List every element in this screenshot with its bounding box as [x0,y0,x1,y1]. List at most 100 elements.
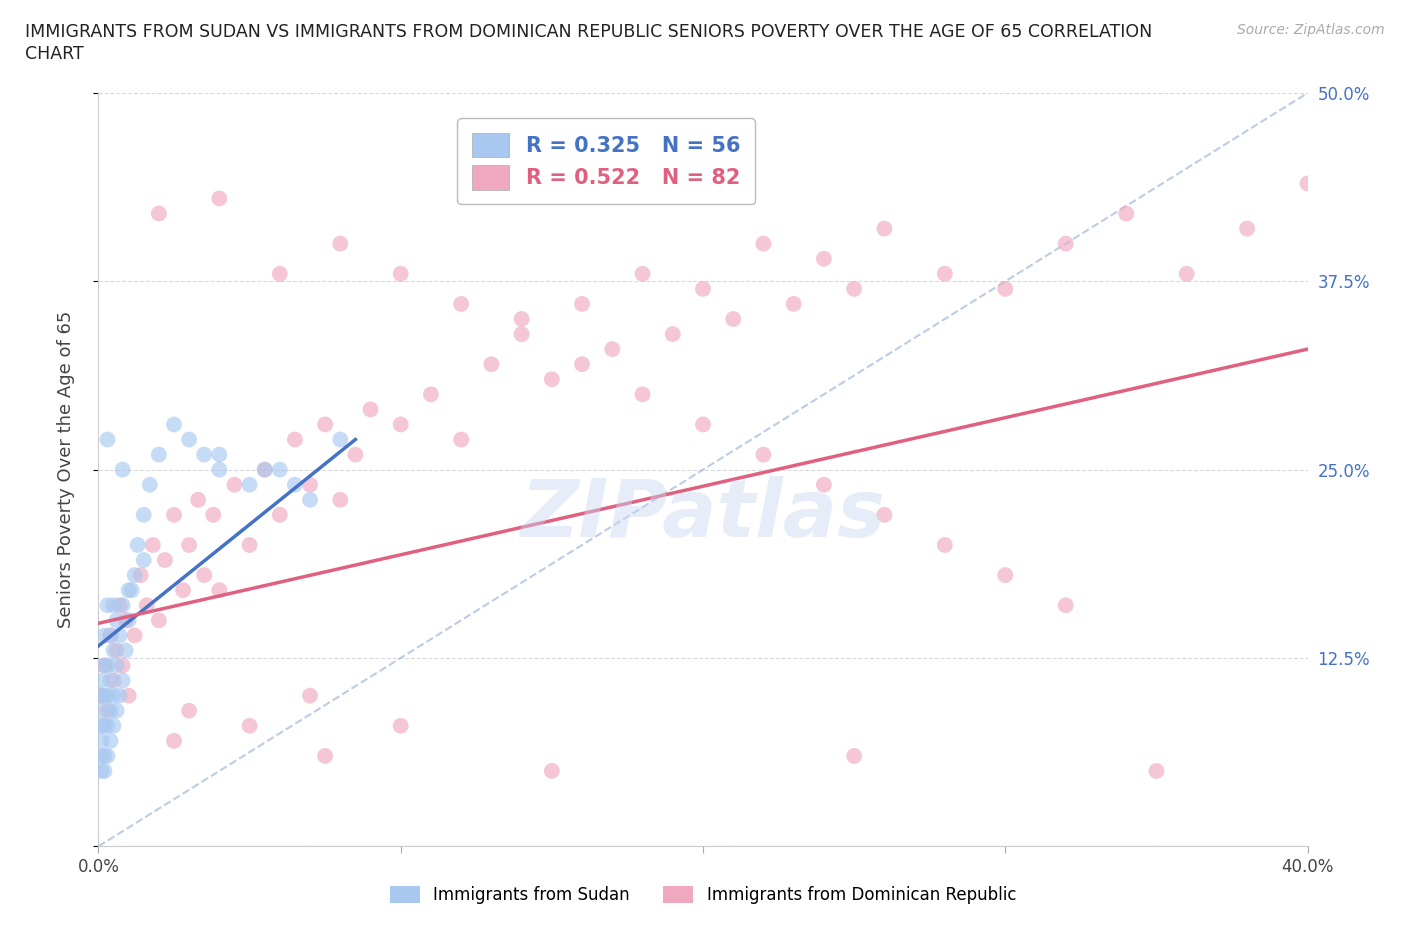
Point [118,688,141,703]
Point [1054,598,1077,613]
Point [360,402,382,417]
Point [813,251,835,266]
Point [90,749,112,764]
Point [661,326,683,341]
Point [163,417,186,432]
Point [752,236,775,251]
Point [253,462,276,477]
Point [108,598,131,613]
Point [187,492,209,507]
Point [139,477,162,492]
Point [571,357,593,372]
Point [96,703,118,718]
Point [299,492,322,507]
Point [90,764,112,778]
Point [1175,266,1198,281]
Point [329,432,352,447]
Point [253,462,276,477]
Point [239,477,262,492]
Point [269,508,291,523]
Point [602,341,624,356]
Point [873,508,896,523]
Point [179,432,201,447]
Text: IMMIGRANTS FROM SUDAN VS IMMIGRANTS FROM DOMINICAN REPUBLIC SENIORS POVERTY OVER: IMMIGRANTS FROM SUDAN VS IMMIGRANTS FROM… [25,23,1153,41]
Point [450,432,472,447]
Point [239,718,262,733]
Point [208,462,231,477]
Point [96,749,118,764]
Point [420,387,443,402]
Point [934,266,956,281]
Point [193,447,215,462]
Point [284,432,307,447]
Point [692,282,714,297]
Point [93,749,115,764]
Point [813,477,835,492]
Point [1054,236,1077,251]
Point [631,387,654,402]
Point [148,206,170,221]
Point [111,673,134,688]
Point [994,282,1017,297]
Point [111,462,134,477]
Point [90,673,112,688]
Point [163,734,186,749]
Point [108,628,131,643]
Point [103,643,125,658]
Point [90,703,112,718]
Point [571,297,593,312]
Point [124,567,146,582]
Point [284,477,307,492]
Point [450,297,472,312]
Point [172,583,194,598]
Point [844,282,866,297]
Legend: R = 0.325   N = 56, R = 0.522   N = 82: R = 0.325 N = 56, R = 0.522 N = 82 [457,118,755,204]
Text: Source: ZipAtlas.com: Source: ZipAtlas.com [1237,23,1385,37]
Point [96,432,118,447]
Point [103,718,125,733]
Point [93,764,115,778]
Point [389,266,412,281]
Point [105,703,128,718]
Point [510,312,533,326]
Point [108,688,131,703]
Point [179,538,201,552]
Point [540,372,562,387]
Point [100,628,122,643]
Point [96,658,118,673]
Point [692,417,714,432]
Point [100,734,122,749]
Point [132,552,155,567]
Point [389,718,412,733]
Point [1115,206,1137,221]
Point [783,297,806,312]
Point [873,221,896,236]
Point [202,508,225,523]
Point [111,658,134,673]
Point [540,764,562,778]
Y-axis label: Seniors Poverty Over the Age of 65: Seniors Poverty Over the Age of 65 [56,311,75,629]
Point [752,447,775,462]
Point [1144,764,1167,778]
Point [127,538,149,552]
Point [114,643,136,658]
Point [510,326,533,341]
Point [93,718,115,733]
Point [93,688,115,703]
Point [723,312,745,326]
Point [239,538,262,552]
Point [193,567,215,582]
Point [100,673,122,688]
Point [299,688,322,703]
Point [124,628,146,643]
Legend: Immigrants from Sudan, Immigrants from Dominican Republic: Immigrants from Sudan, Immigrants from D… [381,878,1025,912]
Text: ZIPatlas: ZIPatlas [520,476,886,554]
Point [103,673,125,688]
Point [153,552,176,567]
Point [142,538,165,552]
Point [269,462,291,477]
Point [994,567,1017,582]
Point [844,749,866,764]
Point [163,508,186,523]
Point [631,266,654,281]
